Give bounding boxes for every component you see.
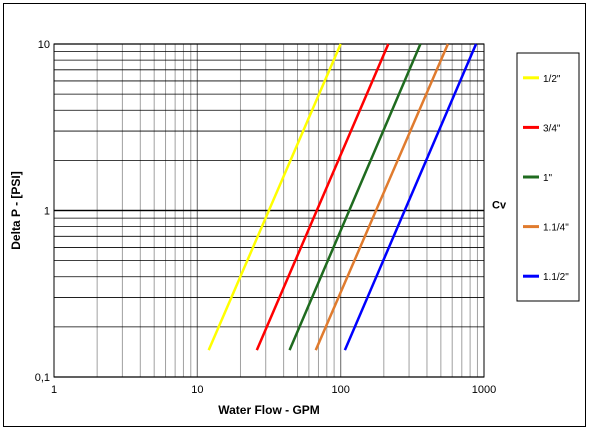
legend-label: 1/2" xyxy=(543,74,561,85)
series-line xyxy=(288,43,422,351)
x-tick-label: 1000 xyxy=(472,384,496,396)
chart-frame: 1 10 100 1000 0,1 1 10 Water Flow - GPM Delta … xyxy=(3,3,586,427)
x-tick-label: 100 xyxy=(331,384,349,396)
x-tick-label: 10 xyxy=(191,384,203,396)
series-lines xyxy=(207,43,478,351)
plot-area xyxy=(53,43,485,378)
legend-label: 1.1/2" xyxy=(543,272,569,283)
y-tick-label: 10 xyxy=(38,39,50,51)
series-line xyxy=(207,43,342,351)
legend-label: 1" xyxy=(543,173,553,184)
grid xyxy=(53,43,485,378)
cv-annotation: Cv xyxy=(492,200,507,212)
series-line xyxy=(343,43,478,351)
series-line xyxy=(255,43,390,351)
legend-label: 3/4" xyxy=(543,123,561,134)
y-tick-label: 0,1 xyxy=(35,372,50,384)
y-tick-label: 1 xyxy=(44,206,50,218)
series-line xyxy=(314,43,450,351)
x-tick-label: 1 xyxy=(51,384,57,396)
y-axis-title: Delta P - [PSI] xyxy=(9,171,23,249)
legend: 1/2" 3/4" 1" 1.1/4" 1.1/2" xyxy=(516,52,580,302)
x-axis-title: Water Flow - GPM xyxy=(218,403,320,417)
legend-label: 1.1/4" xyxy=(543,223,569,234)
